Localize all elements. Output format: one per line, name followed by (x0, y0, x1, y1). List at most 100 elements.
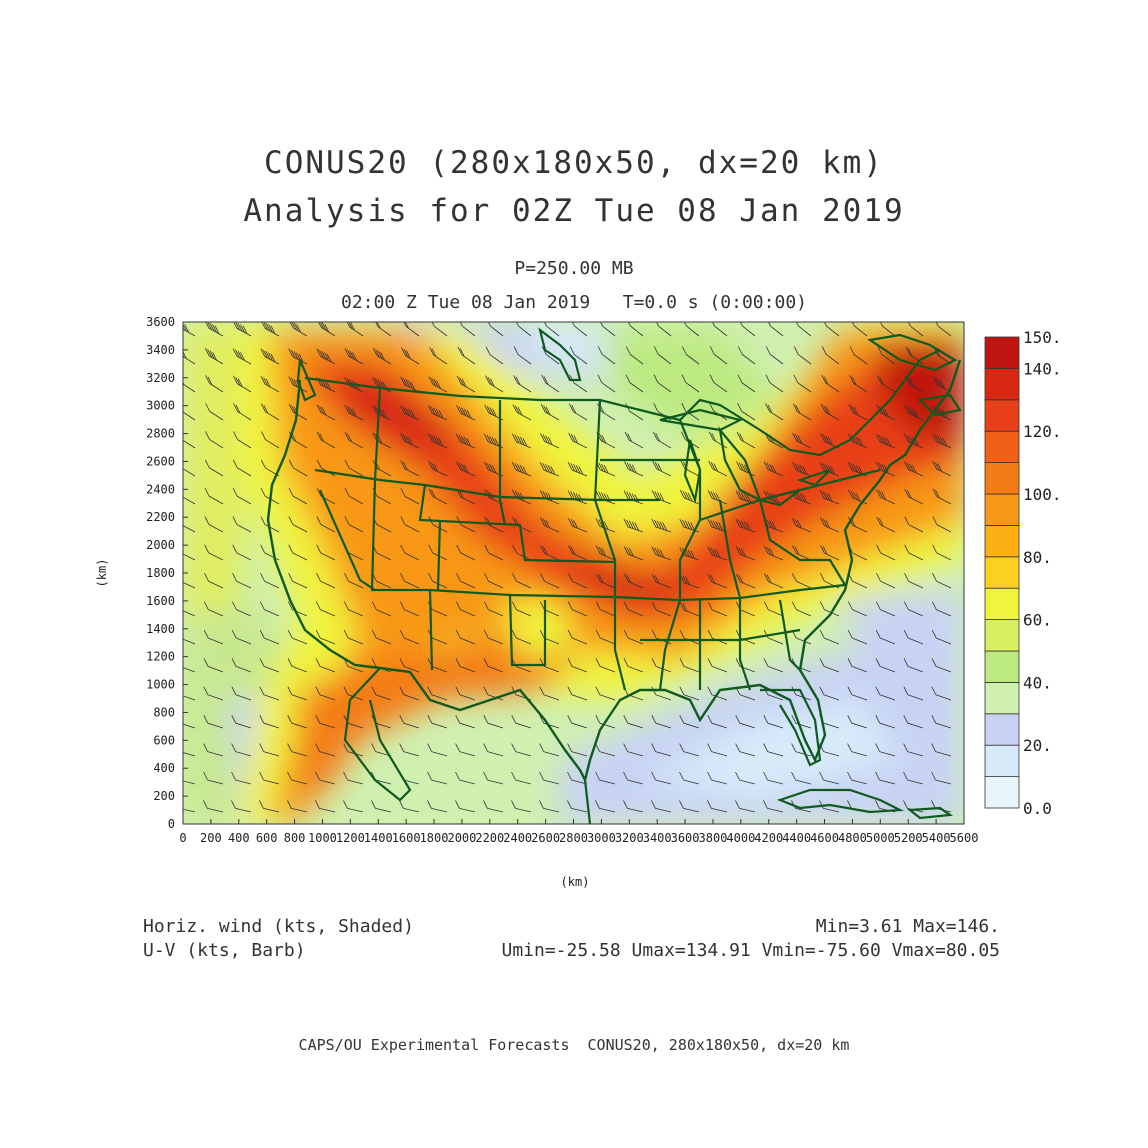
wind-barb (343, 629, 364, 645)
wind-barb (259, 686, 280, 701)
wind-barb (903, 686, 924, 701)
wind-barb (427, 433, 448, 449)
wind-barb (455, 433, 476, 449)
wind-barb (791, 461, 812, 477)
wind-barb (932, 573, 952, 589)
wind-barb (457, 346, 476, 365)
wind-barb (259, 601, 280, 617)
wind-barb (849, 375, 868, 393)
wind-barb (485, 375, 504, 393)
wind-barb (623, 800, 644, 813)
wind-barb (735, 546, 756, 561)
wind-barb (316, 431, 336, 449)
wind-barb (456, 405, 476, 421)
wind-barb (791, 601, 812, 617)
wind-barb (623, 658, 644, 673)
wind-barb (456, 573, 476, 589)
wind-barb (765, 374, 784, 393)
wind-barb (455, 715, 476, 729)
wind-barb (399, 658, 420, 673)
wind-barb (399, 715, 420, 729)
wind-barb (539, 800, 560, 813)
wind-barb (399, 601, 420, 617)
wind-barb (653, 346, 672, 365)
x-tick-label: 5000 (866, 831, 895, 845)
wind-barb (287, 800, 308, 813)
wind-barb (232, 348, 252, 365)
wind-barb (183, 808, 196, 813)
colorbar-swatch (984, 556, 1020, 589)
wind-barb (763, 743, 784, 757)
wind-barb (513, 346, 532, 365)
wind-barb (231, 743, 252, 757)
wind-barb (651, 573, 672, 589)
x-tick-label: 2200 (475, 831, 504, 845)
wind-barb (735, 800, 756, 813)
wind-barb (539, 462, 560, 477)
wind-barb (259, 658, 280, 673)
field-description: Horiz. wind (kts, Shaded) (143, 916, 414, 937)
wind-barb (763, 461, 784, 477)
wind-barb (595, 545, 616, 561)
wind-barb (287, 658, 308, 673)
wind-barb (456, 544, 476, 561)
wind-barb (707, 743, 728, 757)
wind-barb (511, 771, 532, 785)
wind-barb (400, 488, 420, 505)
wind-barb (595, 800, 616, 813)
wind-barb (792, 573, 812, 589)
wind-barb (595, 686, 616, 701)
wind-barb (316, 573, 336, 589)
wind-barb (792, 432, 812, 449)
wind-barb (707, 601, 728, 617)
wind-barb (232, 516, 252, 533)
wind-barb (932, 544, 952, 561)
wind-barb (540, 573, 560, 589)
wind-barb (931, 686, 952, 701)
wind-barb (315, 743, 336, 757)
wind-barb (203, 771, 224, 785)
y-tick-label: 400 (153, 761, 175, 775)
y-tick-label: 1200 (146, 650, 175, 664)
wind-barb (401, 347, 420, 365)
wind-barb (259, 715, 280, 729)
wind-barb (735, 573, 756, 589)
wind-barb (455, 743, 476, 757)
x-tick-label: 800 (284, 831, 306, 845)
wind-barb (567, 490, 588, 505)
wind-barb (456, 461, 476, 477)
wind-barb (261, 431, 280, 449)
wind-barb (183, 638, 196, 645)
x-tick-label: 600 (256, 831, 278, 845)
wind-barb (203, 629, 224, 645)
wind-barb (904, 516, 924, 533)
wind-barb (428, 488, 448, 505)
wind-barb (261, 322, 280, 337)
wind-barb (623, 629, 644, 645)
wind-barb (847, 601, 868, 617)
wind-barb (260, 573, 280, 589)
colorbar-swatch (984, 462, 1020, 495)
wind-barb (400, 432, 420, 449)
wind-barb (400, 544, 420, 561)
wind-barb (819, 629, 840, 645)
colorbar-label: 20. (1023, 736, 1052, 755)
wind-barb (876, 516, 896, 533)
wind-barb (707, 800, 728, 813)
wind-barb (903, 743, 924, 757)
colorbar-swatch (984, 493, 1020, 526)
wind-barb (260, 516, 280, 533)
y-tick-label: 800 (153, 705, 175, 719)
wind-barb (875, 686, 896, 701)
wind-barb (763, 800, 784, 813)
wind-barb (183, 780, 196, 785)
x-tick-label: 2400 (503, 831, 532, 845)
wind-barb (183, 439, 196, 449)
wind-barb (203, 800, 224, 813)
wind-barb (567, 743, 588, 757)
wind-barb (679, 715, 700, 729)
wind-barb (231, 629, 252, 645)
wind-barb (513, 375, 532, 393)
wind-barb (847, 715, 868, 729)
colorbar-swatch (984, 713, 1020, 746)
